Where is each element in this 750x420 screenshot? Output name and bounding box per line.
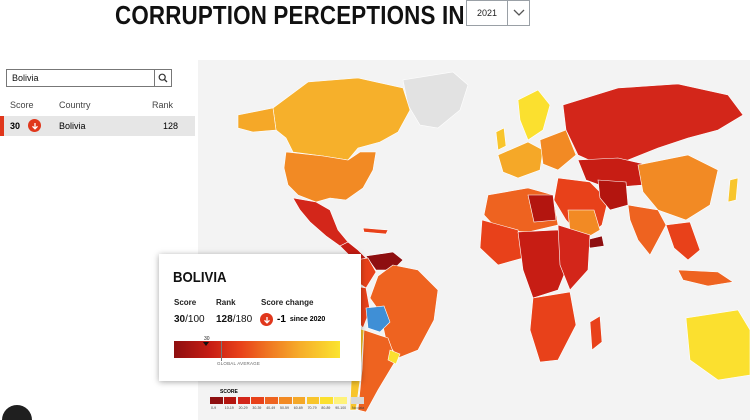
score-legend: SCORE 0-9 10-19 20-29 30-39 40-49 50-59 60-69 7… (208, 387, 368, 420)
score-change: -1 since 2020 (260, 313, 325, 326)
map-region-east-africa (557, 224, 591, 291)
map-region-indonesia (677, 269, 734, 287)
map-country-uruguay (387, 349, 401, 365)
legend-swatch (251, 397, 264, 404)
legend-swatch (320, 397, 333, 404)
map-country-argentina (357, 329, 397, 413)
map-region-japan (727, 177, 739, 203)
legend-tick-label: 0-9 (211, 406, 217, 410)
score-value: 30/100 (174, 314, 205, 325)
legend-swatch (292, 397, 306, 404)
score-change-value: -1 (277, 314, 286, 325)
search-input[interactable]: Bolivia (12, 73, 39, 83)
legend-tick-label: 80-89 (321, 406, 331, 410)
year-select-value: 2021 (476, 8, 498, 18)
legend-tick-label: 50-59 (280, 406, 289, 410)
map-country-russia (562, 83, 744, 165)
score-change-since: since 2020 (289, 316, 326, 323)
global-average-line (221, 341, 222, 361)
legend-swatch (351, 397, 364, 404)
year-select[interactable]: 2021 (466, 0, 530, 26)
legend-tick-label: 20-29 (238, 406, 248, 410)
map-region-west-africa (479, 219, 524, 266)
column-header-rank[interactable]: Rank (152, 100, 174, 110)
legend-tick-label: 10-19 (224, 406, 234, 410)
row-rank: 128 (162, 121, 178, 131)
legend-tick-label: 60-69 (293, 406, 303, 410)
legend-tick-label: 70-79 (307, 406, 317, 410)
map-country-bolivia (365, 305, 391, 333)
corner-round-button[interactable] (2, 405, 32, 420)
legend-tick-label: 40-49 (266, 406, 276, 410)
map-country-china (637, 154, 719, 221)
country-search[interactable]: Bolivia (6, 69, 172, 87)
legend-swatch (237, 397, 251, 404)
search-icon[interactable] (154, 70, 171, 86)
map-region-eastern-europe (539, 129, 577, 171)
map-country-madagascar (589, 315, 603, 351)
global-average-label: GLOBAL AVERAGE (217, 361, 261, 366)
map-region-uk (495, 127, 507, 151)
score-marker-label: 30 (204, 336, 210, 342)
legend-tick-label: 30-39 (252, 406, 262, 410)
rank-label: Rank (216, 298, 236, 307)
legend-swatch (306, 397, 320, 404)
legend-swatch (265, 397, 278, 404)
score-change-label: Score change (261, 298, 314, 307)
arrow-down-icon (260, 313, 273, 326)
column-header-score[interactable]: Score (10, 100, 34, 110)
legend-swatch (279, 397, 292, 404)
page-title: CORRUPTION PERCEPTIONS INDEX (115, 0, 512, 30)
row-score: 30 (10, 121, 21, 131)
score-gradient-bar (174, 341, 340, 358)
map-country-alaska (237, 107, 277, 133)
rank-value: 128/180 (216, 314, 253, 325)
arrow-down-icon (28, 119, 41, 132)
map-region-western-europe (497, 141, 544, 179)
map-country-libya (527, 194, 557, 223)
map-country-iran (597, 179, 629, 211)
row-country: Bolivia (59, 121, 86, 131)
map-country-greenland (402, 71, 469, 129)
map-region-scandinavia (517, 89, 551, 141)
legend-swatch (223, 397, 237, 404)
country-name: BOLIVIA (173, 269, 227, 286)
legend-title: SCORE (220, 389, 238, 395)
chevron-down-icon[interactable] (507, 1, 529, 25)
world-map[interactable] (198, 60, 750, 420)
legend-tick-label: 90-100 (335, 406, 347, 410)
table-row[interactable]: 30 Bolivia 128 (0, 116, 195, 136)
column-header-country[interactable]: Country (59, 100, 91, 110)
map-region-caribbean (362, 227, 389, 235)
legend-swatch (334, 397, 347, 404)
map-country-australia (685, 309, 750, 381)
legend-tick-label: No data (352, 406, 365, 410)
country-detail-card: BOLIVIA Score Rank Score change 30/100 1… (159, 254, 361, 381)
map-country-india (627, 204, 667, 256)
map-region-southeast-asia (665, 221, 701, 261)
map-region-southern-africa (529, 291, 577, 363)
map-country-canada (272, 77, 411, 161)
map-country-usa (283, 151, 377, 203)
legend-swatch (210, 397, 223, 404)
score-label: Score (174, 298, 197, 307)
score-marker (203, 342, 209, 346)
